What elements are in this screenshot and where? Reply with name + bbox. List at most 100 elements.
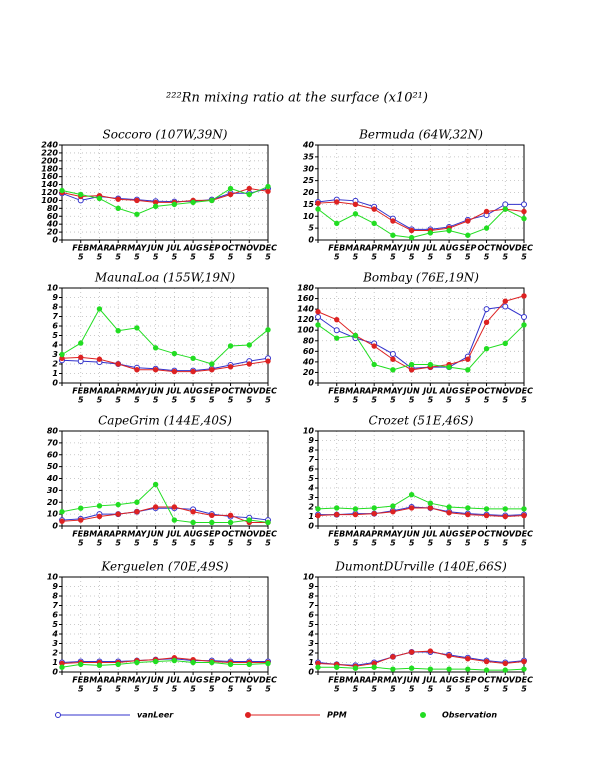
x-tick-label: MAY — [127, 244, 147, 253]
data-point — [209, 512, 215, 519]
plot-frame — [61, 430, 269, 527]
x-sublabel: 5 — [172, 539, 178, 548]
x-tick-label: OCT — [477, 387, 496, 396]
series-line — [317, 324, 525, 371]
x-tick-label: DEC — [515, 244, 533, 253]
data-point — [408, 367, 415, 373]
data-point — [334, 199, 340, 205]
x-sublabel: 5 — [428, 539, 434, 548]
x-tick-label: SEP — [459, 530, 476, 539]
data-point — [521, 506, 527, 512]
x-tick-label: FEB — [328, 530, 345, 539]
series-line — [61, 188, 269, 203]
data-point — [483, 208, 490, 215]
x-sublabel: 5 — [428, 396, 434, 405]
data-point — [152, 203, 159, 210]
x-sublabel: 5 — [353, 539, 359, 548]
x-sublabel: 5 — [97, 539, 103, 548]
x-tick-label: NOV — [240, 676, 260, 685]
y-tick-label: 10 — [303, 573, 315, 582]
x-tick-label: MAR — [345, 676, 365, 685]
x-tick-label: AUG — [439, 244, 459, 253]
data-point — [134, 325, 140, 331]
data-point — [390, 232, 396, 238]
x-tick-label: DEC — [515, 676, 533, 685]
x-sublabel: 5 — [190, 253, 196, 262]
x-sublabel: 5 — [78, 685, 84, 694]
series-line — [317, 199, 524, 230]
data-point — [502, 298, 508, 304]
data-point — [465, 232, 471, 238]
y-tick-label: 25 — [303, 176, 315, 185]
data-point — [227, 343, 234, 349]
y-tick-label: 60 — [47, 212, 59, 221]
y-tick-label: 0 — [52, 379, 58, 388]
legend-marker — [245, 712, 251, 718]
data-point — [59, 518, 65, 524]
data-point — [521, 322, 527, 328]
x-sublabel: 5 — [502, 253, 508, 262]
panel-title: Bermuda (64W,32N) — [358, 128, 483, 142]
y-tick-label: 0 — [308, 379, 314, 388]
series-line — [317, 650, 525, 667]
data-point — [246, 185, 252, 192]
x-tick-label: OCT — [477, 244, 496, 253]
data-point — [115, 328, 121, 334]
data-point — [315, 309, 321, 315]
x-sublabel: 5 — [115, 253, 121, 262]
plot-frame — [61, 287, 269, 384]
series-line — [61, 356, 269, 373]
x-sublabel: 5 — [371, 253, 377, 262]
y-tick-label: 120 — [41, 188, 58, 197]
x-sublabel: 5 — [172, 253, 178, 262]
x-tick-label: FEB — [328, 387, 345, 396]
data-point — [115, 361, 121, 367]
y-tick-label: 10 — [47, 573, 59, 582]
data-point — [427, 505, 434, 511]
x-tick-label: AUG — [183, 530, 203, 539]
y-tick-label: 2 — [308, 503, 314, 512]
x-tick-label: JUL — [165, 387, 182, 396]
data-point — [78, 517, 84, 523]
y-tick-label: 8 — [52, 303, 58, 312]
x-sublabel: 5 — [115, 396, 121, 405]
y-tick-label: 30 — [303, 164, 315, 173]
x-tick-label: DEC — [259, 387, 277, 396]
data-point — [59, 509, 65, 515]
x-tick-label: JUL — [165, 244, 182, 253]
data-point — [246, 191, 252, 198]
y-tick-label: 140 — [297, 305, 314, 314]
x-sublabel: 5 — [153, 396, 159, 405]
x-tick-label: AUG — [439, 387, 459, 396]
y-tick-label: 6 — [308, 465, 314, 474]
x-sublabel: 5 — [246, 539, 252, 548]
x-tick-label: JUL — [421, 244, 438, 253]
x-tick-label: MAY — [127, 530, 147, 539]
data-point — [390, 503, 396, 509]
x-sublabel: 5 — [353, 253, 359, 262]
x-tick-label: OCT — [477, 530, 496, 539]
x-sublabel: 5 — [115, 539, 121, 548]
data-point — [96, 662, 103, 669]
x-sublabel: 5 — [446, 685, 452, 694]
y-tick-label: 10 — [47, 284, 59, 293]
series-line — [317, 201, 525, 231]
x-tick-label: SEP — [459, 244, 476, 253]
data-point — [152, 504, 159, 510]
x-sublabel: 5 — [134, 685, 140, 694]
data-point — [334, 505, 340, 511]
data-point — [334, 316, 340, 323]
data-point — [190, 659, 196, 666]
data-point — [352, 665, 359, 671]
y-tick-label: 4 — [307, 484, 314, 493]
data-point — [265, 188, 271, 195]
x-sublabel: 5 — [153, 685, 159, 694]
data-point — [334, 664, 340, 670]
x-tick-label: MAY — [383, 530, 403, 539]
data-point — [483, 512, 490, 519]
legend-label: PPM — [327, 711, 347, 720]
legend-label: vanLeer — [137, 711, 174, 720]
y-tick-label: 60 — [303, 347, 315, 356]
data-point — [315, 506, 321, 512]
x-sublabel: 5 — [190, 685, 196, 694]
